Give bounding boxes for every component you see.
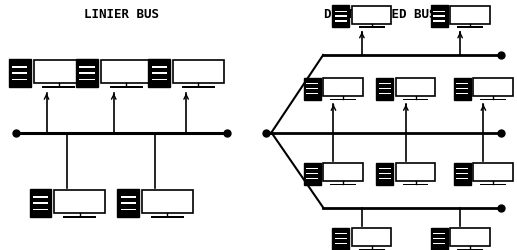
Bar: [450, 6, 490, 24]
Bar: [433, 233, 445, 234]
Bar: [63, 216, 96, 218]
Bar: [12, 66, 27, 68]
Bar: [403, 184, 429, 185]
Bar: [148, 59, 170, 87]
Bar: [431, 5, 448, 27]
Bar: [304, 78, 321, 100]
Bar: [457, 248, 483, 250]
Bar: [110, 86, 143, 88]
Text: DISTRIBUTED BUS: DISTRIBUTED BUS: [324, 8, 436, 20]
Bar: [33, 208, 48, 210]
Bar: [454, 162, 471, 184]
Bar: [323, 78, 363, 96]
Bar: [76, 59, 98, 87]
Bar: [332, 228, 349, 250]
Bar: [450, 228, 490, 246]
Bar: [117, 189, 139, 217]
Bar: [80, 72, 95, 74]
Bar: [359, 26, 385, 28]
Bar: [80, 66, 95, 68]
Bar: [34, 60, 84, 83]
Bar: [433, 20, 445, 21]
Bar: [433, 238, 445, 239]
Bar: [335, 20, 347, 21]
Bar: [396, 164, 435, 181]
Bar: [29, 189, 51, 217]
Bar: [307, 88, 318, 89]
Bar: [335, 238, 347, 239]
Bar: [457, 83, 468, 84]
Bar: [457, 26, 483, 28]
Bar: [330, 98, 356, 100]
Bar: [152, 72, 167, 74]
Bar: [120, 196, 136, 198]
Bar: [335, 243, 347, 244]
Bar: [120, 208, 136, 210]
Bar: [431, 228, 448, 250]
Bar: [379, 93, 391, 94]
Bar: [80, 78, 95, 80]
Bar: [330, 184, 356, 185]
Bar: [352, 228, 391, 246]
Bar: [433, 10, 445, 12]
Bar: [332, 5, 349, 27]
Bar: [457, 178, 468, 179]
Bar: [403, 98, 429, 100]
Bar: [376, 162, 393, 184]
Bar: [151, 216, 184, 218]
Bar: [335, 16, 347, 17]
Bar: [396, 78, 435, 96]
Bar: [42, 86, 75, 88]
Bar: [352, 6, 391, 24]
Bar: [335, 233, 347, 234]
Bar: [379, 88, 391, 89]
Bar: [376, 78, 393, 100]
Bar: [152, 78, 167, 80]
Bar: [101, 60, 151, 83]
Bar: [307, 173, 318, 174]
Bar: [454, 78, 471, 100]
Bar: [433, 243, 445, 244]
Bar: [54, 190, 105, 213]
Bar: [457, 93, 468, 94]
Bar: [457, 173, 468, 174]
Bar: [9, 59, 31, 87]
Bar: [182, 86, 215, 88]
Bar: [359, 248, 385, 250]
Bar: [33, 202, 48, 204]
Bar: [12, 72, 27, 74]
Bar: [457, 168, 468, 170]
Bar: [307, 83, 318, 84]
Bar: [473, 78, 513, 96]
Bar: [379, 178, 391, 179]
Bar: [307, 168, 318, 170]
Bar: [433, 16, 445, 17]
Bar: [12, 78, 27, 80]
Bar: [379, 173, 391, 174]
Bar: [307, 178, 318, 179]
Bar: [120, 202, 136, 204]
Bar: [152, 66, 167, 68]
Bar: [335, 10, 347, 12]
Bar: [379, 168, 391, 170]
Bar: [307, 93, 318, 94]
Bar: [304, 162, 321, 184]
Bar: [142, 190, 193, 213]
Bar: [33, 196, 48, 198]
Bar: [480, 184, 506, 185]
Text: LINIER BUS: LINIER BUS: [84, 8, 159, 20]
Bar: [480, 98, 506, 100]
Bar: [173, 60, 224, 83]
Bar: [473, 164, 513, 181]
Bar: [323, 164, 363, 181]
Bar: [457, 88, 468, 89]
Bar: [379, 83, 391, 84]
